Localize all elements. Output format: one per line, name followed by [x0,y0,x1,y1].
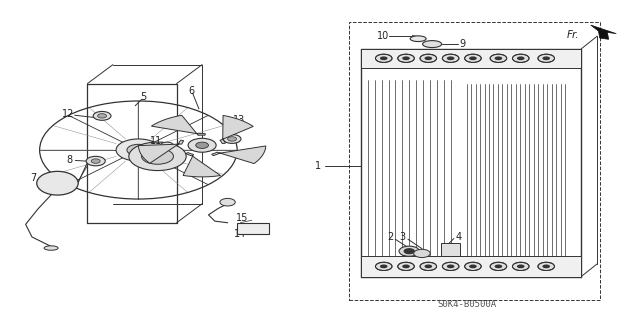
Text: 12: 12 [61,109,74,119]
Circle shape [397,54,414,63]
Text: 10: 10 [377,31,389,41]
Circle shape [420,262,436,271]
Circle shape [490,54,507,63]
Circle shape [465,54,481,63]
Circle shape [161,142,173,148]
Text: 6: 6 [188,85,195,96]
Circle shape [420,54,436,63]
Circle shape [469,264,477,268]
Text: 9: 9 [460,39,466,49]
Circle shape [380,56,388,60]
Polygon shape [138,140,184,163]
Polygon shape [212,146,266,164]
Text: 1: 1 [315,161,321,171]
Circle shape [399,246,419,256]
Circle shape [127,144,150,156]
Circle shape [542,56,550,60]
Text: 3: 3 [400,232,406,242]
Circle shape [404,249,414,254]
Circle shape [44,176,72,190]
Ellipse shape [422,41,442,48]
Circle shape [223,135,241,143]
Circle shape [397,262,414,271]
Circle shape [447,56,454,60]
Polygon shape [441,243,460,256]
Circle shape [413,249,430,257]
Circle shape [513,262,529,271]
Bar [237,223,269,234]
Bar [362,256,581,277]
Circle shape [490,262,507,271]
Circle shape [517,56,525,60]
Polygon shape [151,115,205,135]
Text: 4: 4 [456,232,462,242]
Circle shape [495,264,502,268]
Ellipse shape [410,36,426,41]
Bar [467,84,565,273]
Circle shape [129,142,186,171]
Circle shape [188,138,216,152]
Circle shape [228,137,237,141]
Circle shape [402,56,410,60]
Text: 8: 8 [67,155,72,166]
Circle shape [424,264,432,268]
Text: 14: 14 [234,229,246,239]
Circle shape [538,262,554,271]
Text: 2: 2 [387,232,393,242]
Bar [362,49,581,68]
Text: 5: 5 [140,92,146,102]
Text: 15: 15 [236,213,248,223]
Text: S0K4-B0500A: S0K4-B0500A [437,300,496,309]
Text: 11: 11 [150,136,162,145]
Circle shape [442,54,459,63]
Ellipse shape [44,246,58,250]
Circle shape [447,264,454,268]
Circle shape [465,262,481,271]
Circle shape [93,111,111,120]
Circle shape [376,262,392,271]
Circle shape [513,54,529,63]
Polygon shape [220,115,253,144]
Circle shape [469,56,477,60]
Circle shape [442,262,459,271]
Text: 7: 7 [30,174,36,183]
Circle shape [538,54,554,63]
Circle shape [495,56,502,60]
Circle shape [424,56,432,60]
Text: Fr.: Fr. [566,30,579,40]
Circle shape [402,264,410,268]
Circle shape [141,148,173,164]
Circle shape [542,264,550,268]
Circle shape [376,54,392,63]
Circle shape [380,264,388,268]
Circle shape [220,198,236,206]
Circle shape [196,142,209,148]
Polygon shape [591,25,616,39]
Circle shape [86,156,105,166]
Circle shape [517,264,525,268]
Circle shape [116,139,161,161]
Bar [349,22,600,300]
Ellipse shape [36,171,78,195]
Text: 13: 13 [233,115,245,125]
Polygon shape [183,152,221,177]
Circle shape [92,159,100,163]
Circle shape [98,114,106,118]
Bar [368,80,451,270]
